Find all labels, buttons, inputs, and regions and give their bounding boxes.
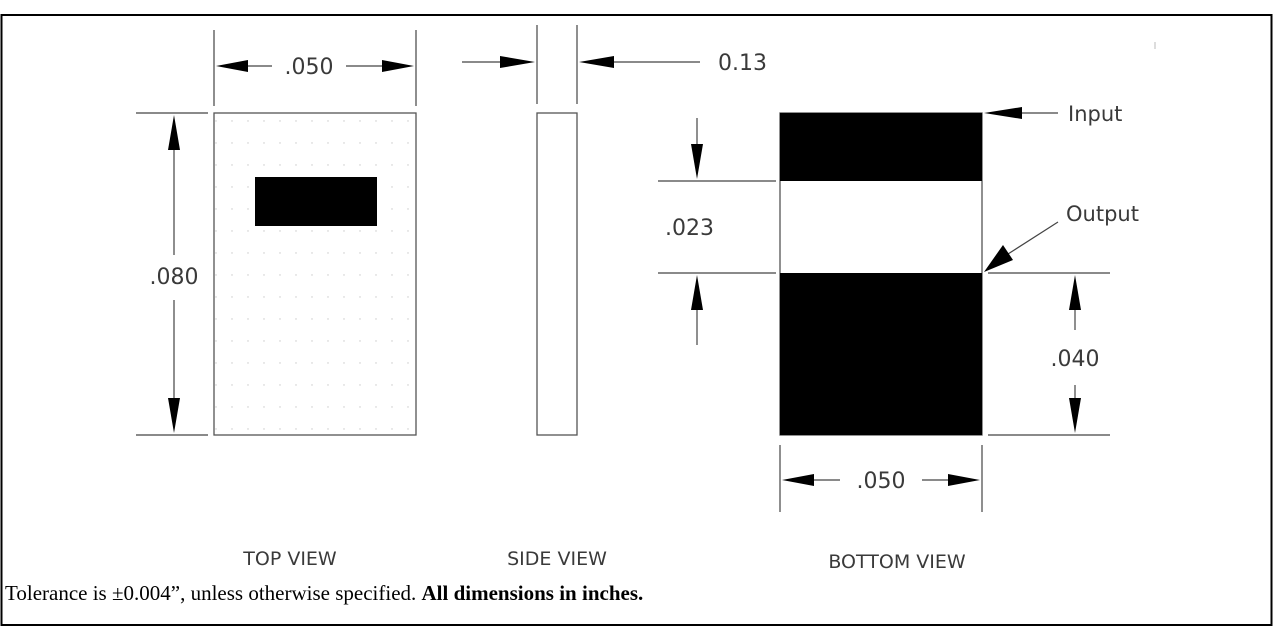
input-label: Input	[1068, 102, 1122, 126]
arrow-right	[382, 60, 414, 72]
pad-label: .040	[1051, 347, 1100, 372]
arrow-up	[1069, 275, 1081, 310]
arrow-left	[579, 56, 614, 68]
bottom-extension-lines	[658, 180, 1110, 436]
arrow-up	[168, 115, 180, 150]
output-pad	[780, 273, 982, 435]
tolerance-text: Tolerance is ±0.004”, unless otherwise s…	[5, 581, 422, 605]
drawing-border	[0, 14, 1273, 626]
top-height-dimension	[136, 112, 208, 436]
bottom-width-label: .050	[857, 469, 906, 494]
output-label: Output	[1066, 202, 1139, 226]
side-view: 0.13 SIDE VIEW	[462, 25, 767, 570]
side-thickness-dimension	[462, 25, 700, 104]
arrow-left	[984, 107, 1022, 119]
arrow-left	[782, 474, 814, 486]
top-width-label: .050	[285, 55, 334, 80]
top-view-body	[213, 112, 417, 436]
top-view: .050 .080 TOP VIEW	[136, 30, 417, 570]
arrow-down-left	[984, 245, 1013, 272]
top-view-caption: TOP VIEW	[242, 548, 337, 570]
input-pad	[780, 113, 982, 181]
side-thickness-label: 0.13	[718, 51, 767, 76]
tolerance-note: Tolerance is ±0.004”, unless otherwise s…	[5, 581, 1265, 615]
output-leader	[1007, 221, 1059, 255]
gap-label: .023	[665, 216, 714, 241]
top-view-pad	[255, 177, 377, 226]
bottom-view: .023 .040 .050 Input Output BOTTOM VIEW	[658, 102, 1139, 573]
arrow-down	[168, 398, 180, 433]
arrow-right	[500, 56, 535, 68]
top-height-label: .080	[150, 265, 199, 290]
arrow-right	[948, 474, 980, 486]
bottom-view-caption: BOTTOM VIEW	[828, 551, 966, 573]
side-view-caption: SIDE VIEW	[507, 548, 607, 570]
arrow-up	[691, 275, 703, 310]
arrow-down	[1069, 398, 1081, 433]
units-note: All dimensions in inches.	[421, 581, 644, 605]
arrow-left	[216, 60, 248, 72]
arrow-down	[691, 144, 703, 179]
side-view-body	[536, 112, 578, 436]
